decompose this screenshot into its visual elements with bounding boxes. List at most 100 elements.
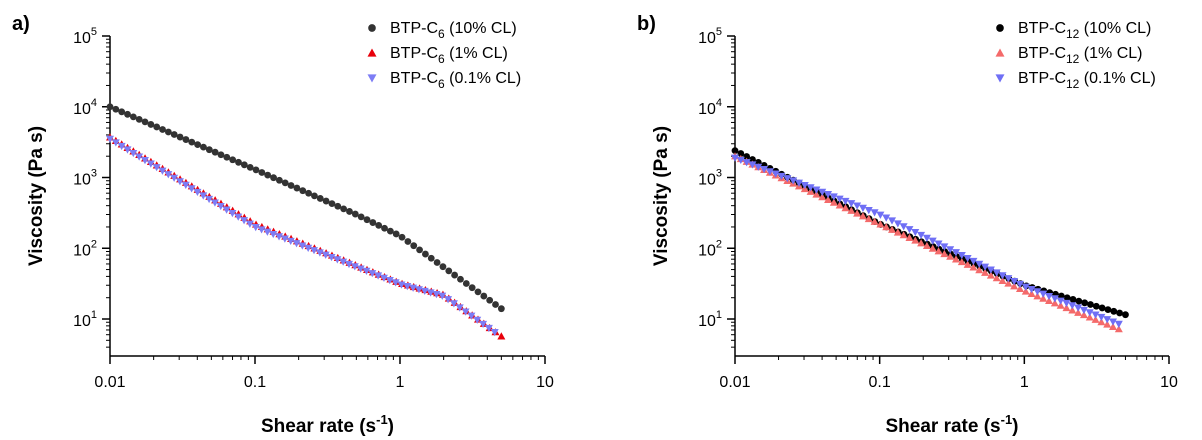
data-point <box>737 150 745 157</box>
data-point <box>1110 307 1118 315</box>
data-point <box>270 174 277 182</box>
data-point <box>1114 325 1123 333</box>
data-point <box>847 200 856 208</box>
data-point <box>1045 296 1054 305</box>
data-point <box>858 204 867 212</box>
y-tick-label: 105 <box>698 26 722 47</box>
data-point <box>141 118 149 126</box>
data-point <box>258 169 266 176</box>
data-point <box>457 275 464 283</box>
data-point <box>210 199 219 207</box>
data-point <box>917 239 926 247</box>
data-point <box>287 182 295 189</box>
data-point <box>379 274 388 282</box>
data-point <box>135 115 143 123</box>
data-point <box>264 171 272 179</box>
data-point <box>806 184 815 192</box>
data-point <box>1068 306 1077 314</box>
data-point <box>439 263 447 271</box>
data-point <box>882 223 891 231</box>
data-point <box>981 268 990 276</box>
data-point <box>957 252 966 260</box>
data-point <box>1091 315 1100 323</box>
data-point <box>187 185 196 193</box>
y-tick-label: 105 <box>73 26 97 47</box>
data-point <box>835 195 844 203</box>
data-point <box>1116 309 1124 317</box>
data-point <box>339 258 348 266</box>
data-point <box>893 228 902 236</box>
y-tick-label: 103 <box>73 168 97 189</box>
data-point <box>841 197 850 206</box>
x-tick-label: 0.01 <box>94 374 125 391</box>
data-point <box>293 184 301 192</box>
data-point <box>905 226 914 234</box>
data-point <box>269 230 278 239</box>
data-point <box>170 174 179 182</box>
data-point <box>946 246 955 254</box>
data-point <box>369 219 377 226</box>
data-point <box>281 179 289 187</box>
legend-marker <box>367 48 377 57</box>
data-point <box>847 206 856 214</box>
data-point <box>363 216 371 224</box>
data-point <box>829 193 838 201</box>
data-point <box>305 189 312 197</box>
data-point <box>398 233 406 241</box>
data-point <box>200 143 207 151</box>
data-point <box>975 266 984 274</box>
data-point <box>106 135 114 144</box>
data-point <box>1033 288 1042 296</box>
data-point <box>416 246 423 254</box>
data-point <box>870 209 879 217</box>
data-point <box>340 205 348 213</box>
legend-marker <box>995 48 1005 57</box>
data-point <box>205 195 214 204</box>
data-point <box>315 249 324 257</box>
data-point <box>841 204 850 212</box>
data-point <box>829 198 838 206</box>
data-point <box>181 181 190 189</box>
data-point <box>1056 301 1065 309</box>
data-point <box>118 108 126 116</box>
panel-label: b) <box>637 13 656 35</box>
legend-label: BTP-C12 (1% CL) <box>1018 45 1142 66</box>
data-point <box>386 227 394 235</box>
data-point <box>280 235 289 243</box>
data-point <box>188 138 196 146</box>
data-point <box>911 236 920 244</box>
series-0 <box>106 103 505 313</box>
data-point <box>940 243 949 251</box>
data-point <box>194 141 202 149</box>
data-point <box>992 274 1001 282</box>
data-point <box>246 163 254 171</box>
legend-label: BTP-C12 (0.1% CL) <box>1018 70 1156 91</box>
data-point <box>106 103 114 111</box>
data-point <box>963 254 972 263</box>
data-point <box>1027 285 1036 294</box>
data-point <box>1039 290 1048 298</box>
data-point <box>1074 308 1083 316</box>
data-point <box>835 201 844 209</box>
x-tick-label: 0.1 <box>244 374 266 391</box>
data-point <box>245 220 254 228</box>
series-2 <box>731 154 1123 328</box>
data-point <box>975 260 984 268</box>
data-point <box>292 240 301 248</box>
data-point <box>1010 278 1019 286</box>
data-point <box>333 256 342 264</box>
data-point <box>771 170 780 178</box>
data-point <box>731 154 739 162</box>
data-point <box>986 266 995 274</box>
data-point <box>1087 301 1094 308</box>
data-point <box>158 167 167 175</box>
data-point <box>486 296 494 304</box>
data-point <box>381 224 388 232</box>
data-point <box>1109 322 1118 330</box>
data-point <box>876 220 885 228</box>
data-point <box>1109 318 1118 326</box>
data-point <box>263 228 272 236</box>
data-point <box>153 123 161 131</box>
data-point <box>1050 299 1059 307</box>
